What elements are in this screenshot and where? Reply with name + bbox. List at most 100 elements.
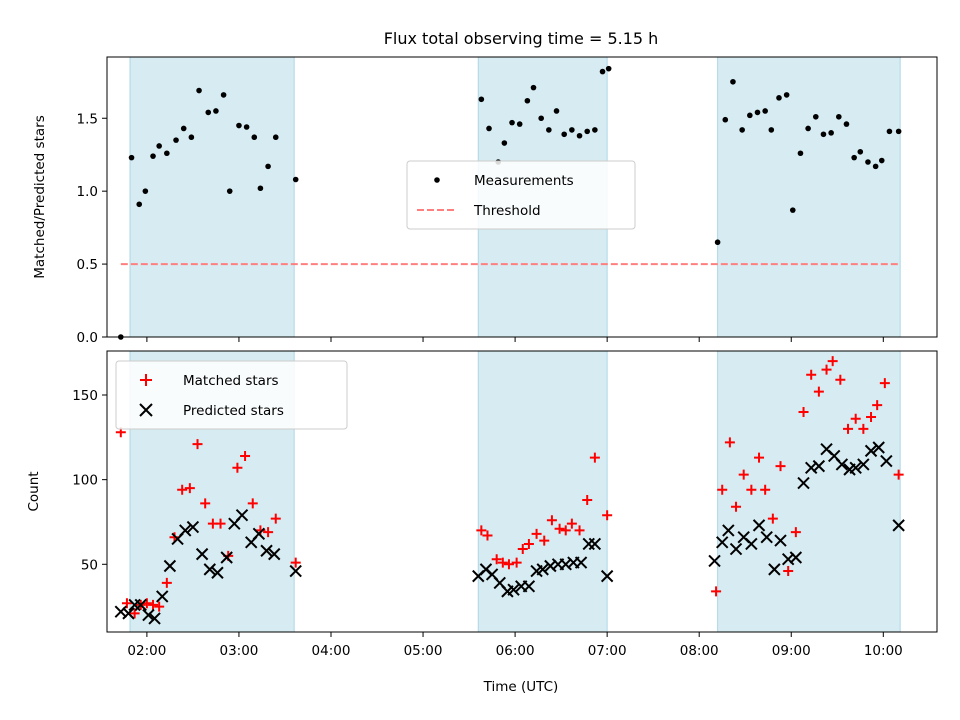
matched-point (154, 601, 165, 612)
matched-point (843, 423, 854, 434)
measurement-point (739, 127, 745, 133)
matched-point (546, 515, 557, 526)
matched-point (192, 439, 203, 450)
y-tick-label: 1.0 (77, 184, 98, 200)
matched-point (760, 484, 771, 495)
x-tick-label: 05:00 (404, 643, 443, 659)
matched-point (129, 608, 140, 619)
matched-point (858, 423, 869, 434)
measurement-point (797, 150, 804, 157)
top-panel: 0.0 0.5 1.0 1.5 Matched/Predicted stars Measu… (32, 56, 938, 346)
observing-window-band (717, 56, 901, 338)
matched-point (247, 498, 258, 509)
measurement-point (180, 125, 187, 132)
measurement-point (776, 95, 782, 101)
measurement-point (509, 119, 515, 126)
matched-point (754, 452, 765, 463)
measurement-point (530, 84, 537, 91)
predicted-point (122, 607, 135, 620)
measurement-point (851, 154, 857, 161)
predicted-point (774, 534, 787, 547)
measurement-point (553, 108, 560, 114)
legend-box (406, 160, 636, 230)
predicted-point (835, 458, 849, 471)
predicted-point (600, 569, 614, 583)
predicted-point (522, 580, 536, 593)
measurement-point (243, 124, 250, 130)
predicted-point (708, 554, 721, 568)
matched-point (783, 566, 794, 577)
measurement-point (730, 78, 736, 85)
predicted-point (574, 556, 588, 569)
measurement-point (820, 131, 827, 138)
predicted-point (797, 476, 810, 490)
matched-point (879, 378, 890, 389)
predicted-point (179, 524, 192, 537)
measurement-point (501, 140, 508, 146)
measurement-point (714, 239, 721, 246)
measurement-point (142, 188, 149, 194)
matched-point (582, 494, 593, 505)
matched-point (531, 528, 542, 539)
matched-point (798, 406, 809, 417)
matched-point (554, 523, 565, 534)
x-tick-label: 08:00 (680, 643, 719, 659)
measurement-point (857, 148, 864, 155)
x-tick-label: 06:00 (496, 643, 535, 659)
x-tick-label: 02:00 (127, 643, 166, 659)
y-tick-label: 100 (72, 473, 98, 489)
predicted-point (892, 519, 905, 532)
observing-window-band (477, 350, 608, 633)
measurement-point (220, 92, 227, 98)
legend-predicted-swatch (139, 403, 153, 417)
predicted-point (752, 519, 766, 532)
matched-point (738, 469, 749, 480)
measurement-point (164, 150, 170, 157)
measurement-point (150, 153, 156, 159)
matched-point (872, 400, 883, 411)
measurement-point (584, 128, 591, 135)
measurement-point (747, 112, 753, 119)
measurement-point (188, 134, 195, 141)
predicted-point (722, 524, 735, 537)
measurement-point (768, 127, 775, 133)
matched-point (270, 513, 281, 524)
measurement-point (196, 87, 202, 94)
measurement-point (872, 163, 879, 170)
predicted-point (872, 441, 885, 454)
y-tick-label: 0.0 (77, 330, 98, 346)
predicted-point (760, 530, 773, 544)
measurement-point (805, 125, 811, 132)
matched-point (589, 452, 600, 463)
measurement-point (599, 68, 606, 75)
matched-point (711, 586, 722, 597)
measurement-point (812, 113, 819, 120)
predicted-point (716, 536, 729, 549)
measurement-point (226, 188, 233, 194)
measurement-point (843, 121, 850, 127)
matched-point (806, 369, 817, 380)
predicted-point (768, 563, 781, 576)
predicted-point (186, 520, 200, 534)
measurement-point (136, 201, 143, 208)
predicted-point (211, 566, 224, 579)
measurement-point (257, 185, 264, 192)
predicted-point (729, 542, 743, 556)
x-tick-label: 10:00 (864, 643, 903, 659)
y-axis-label: Matched/Predicted stars (32, 115, 48, 278)
measurement-point (754, 109, 761, 116)
measurement-point (292, 176, 299, 183)
predicted-point (260, 544, 273, 557)
matched-point (240, 450, 251, 461)
matched-point (255, 525, 266, 536)
matched-point (497, 557, 508, 568)
matched-point (866, 412, 877, 423)
bottom-panel: 50 100 150 02:00 03:00 04:00 05:00 06:00 07:00 08… (26, 350, 938, 659)
legend-measurement-swatch (434, 177, 440, 183)
legend-label: Matched stars (183, 373, 279, 389)
measurement-point (569, 127, 575, 133)
predicted-point (195, 547, 209, 561)
x-axis-label: Time (UTC) (483, 679, 559, 695)
measurement-point (524, 97, 531, 104)
predicted-point (134, 598, 147, 612)
